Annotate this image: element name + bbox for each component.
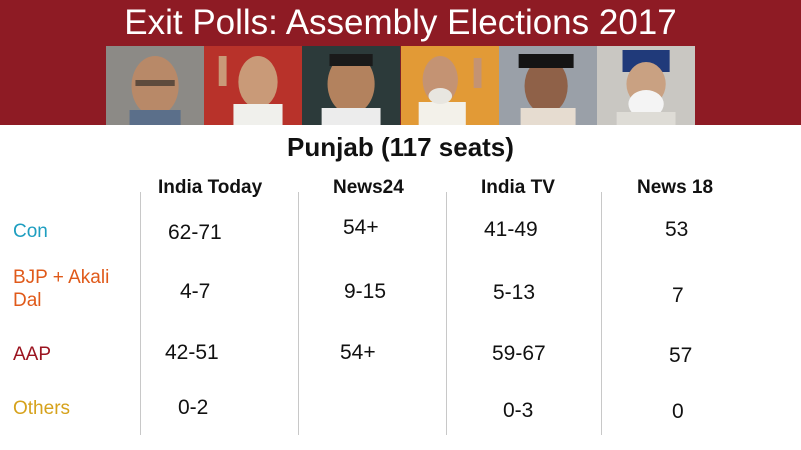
- column-header-india-today: India Today: [158, 177, 263, 198]
- table-cell: 54+: [343, 216, 379, 239]
- politician-photo-3: [302, 46, 401, 125]
- row-label-others: Others: [13, 398, 71, 419]
- table-cell: 5-13: [493, 281, 536, 304]
- page-title: Exit Polls: Assembly Elections 2017: [124, 3, 677, 42]
- row-label-aap: AAP: [13, 344, 52, 365]
- table-cell: 7: [672, 284, 684, 307]
- column-divider: [446, 192, 447, 435]
- row-label-bjp-akali-dal: BJP + Akali Dal: [13, 267, 110, 311]
- table-cell: 0-3: [503, 399, 534, 422]
- politician-photo-5: [498, 46, 597, 125]
- table-cell: 41-49: [484, 218, 538, 241]
- politician-photo-2: [204, 46, 303, 125]
- column-header-news-18: News 18: [637, 177, 714, 198]
- table-cell: 59-67: [492, 342, 546, 365]
- table-cell: 54+: [340, 341, 376, 364]
- table-cell: 4-7: [180, 280, 211, 303]
- row-label-con: Con: [13, 221, 48, 242]
- state-subtitle: Punjab (117 seats): [287, 132, 514, 162]
- column-divider: [298, 192, 299, 435]
- table-cell: 57: [669, 344, 693, 367]
- table-cell: 0-2: [178, 396, 209, 419]
- column-header-india-tv: India TV: [481, 177, 555, 198]
- column-header-news24: News24: [333, 177, 404, 198]
- politician-photo-1: [106, 46, 205, 125]
- photo-strip: [106, 46, 696, 125]
- table-cell: 53: [665, 218, 689, 241]
- politician-photo-4: [400, 46, 499, 125]
- politician-photo-6: [596, 46, 696, 125]
- table-cell: 0: [672, 400, 684, 423]
- table-cell: 42-51: [165, 341, 219, 364]
- table-cell: 9-15: [344, 280, 387, 303]
- header-banner: Exit Polls: Assembly Elections 2017: [0, 0, 801, 125]
- table-cell: 62-71: [168, 221, 222, 244]
- column-divider: [140, 192, 141, 435]
- column-divider: [601, 192, 602, 435]
